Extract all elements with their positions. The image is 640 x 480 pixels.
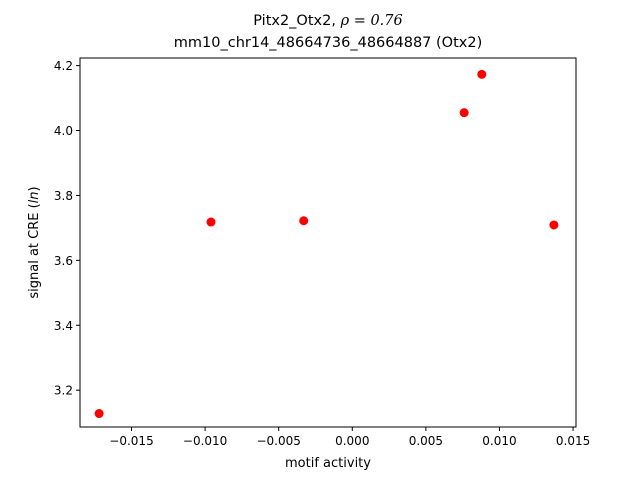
y-axis-label-suffix: ) [27,186,42,191]
x-tick-label: 0.015 [556,434,590,448]
chart-title: Pitx2_Otx2, ρ = 0.76 [0,13,640,29]
plot-area [80,58,576,427]
y-tick-label: 3.6 [54,254,73,268]
x-tick-label: 0.000 [335,434,369,448]
x-tick-label: −0.015 [109,434,153,448]
data-point [206,217,216,227]
data-point [94,409,104,419]
y-tick-label: 4.0 [54,124,73,138]
y-axis-label-ln: ln [27,191,42,203]
data-points [94,69,559,419]
chart-title-text: Pitx2_Otx2, [253,13,341,29]
y-ticks: 3.2 3.4 3.6 3.8 4.0 4.2 [54,59,80,398]
y-tick-label: 3.4 [54,319,73,333]
y-tick-label: 3.2 [54,384,73,398]
data-point [549,220,559,230]
data-point [459,108,469,118]
y-axis-label: signal at CRE (ln) [27,186,42,298]
x-axis-label: motif activity [285,456,371,471]
y-axis-label-prefix: signal at CRE ( [27,203,42,298]
data-point [477,69,487,79]
x-tick-label: 0.005 [409,434,443,448]
data-point [299,216,309,226]
plot-frame [79,57,577,428]
x-tick-label: 0.010 [482,434,516,448]
chart-subtitle: mm10_chr14_48664736_48664887 (Otx2) [173,35,483,51]
x-tick-label: −0.005 [256,434,300,448]
y-tick-label: 3.8 [54,189,73,203]
x-ticks: −0.015 −0.010 −0.005 0.000 0.005 0.010 0.015 [109,427,590,448]
chart-title-rho: ρ = 0.76 [340,13,403,29]
x-tick-label: −0.010 [183,434,227,448]
y-tick-label: 4.2 [54,59,73,73]
